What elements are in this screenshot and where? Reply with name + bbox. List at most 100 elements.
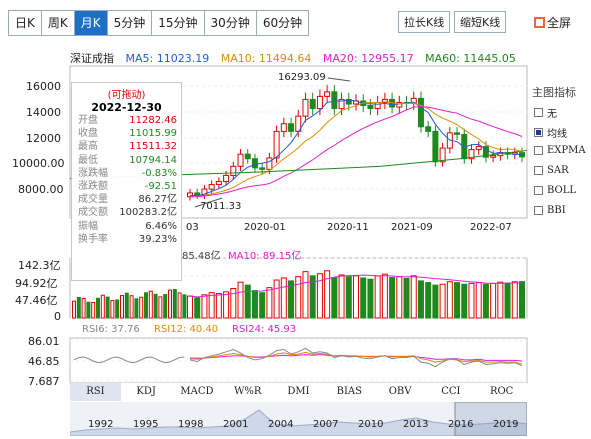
checkbox[interactable]	[534, 206, 543, 215]
main-indicator-option[interactable]: BBI	[534, 205, 566, 216]
checkbox[interactable]	[534, 146, 543, 155]
rsi6-line	[189, 347, 523, 368]
info-label: 换手率	[78, 233, 108, 245]
navigator-year-label: 2004	[268, 419, 294, 430]
volume-bar	[396, 276, 403, 319]
indicator-tab[interactable]: OBV	[388, 386, 412, 397]
volume-bar	[338, 274, 345, 319]
volume-bar	[475, 282, 482, 319]
volume-bar	[316, 273, 323, 319]
navigator-year-label: 1995	[133, 419, 159, 430]
period-tab[interactable]: 5分钟	[107, 11, 153, 35]
volume-bar	[208, 292, 215, 319]
volume-bar	[439, 283, 446, 319]
y-tick-label: 7.687	[28, 375, 60, 388]
shrink-kline-button[interactable]: 缩短K线	[454, 11, 507, 33]
volume-bar	[76, 296, 81, 319]
y-tick-label: 12000	[26, 132, 61, 145]
indicator-tab[interactable]: KDJ	[136, 386, 156, 397]
indicator-tab[interactable]: DMI	[287, 386, 310, 397]
volume-bar	[353, 275, 359, 319]
volume-bar	[360, 277, 367, 319]
candle-body	[468, 149, 475, 160]
info-row: 涨跌额 -92.51	[72, 180, 181, 193]
info-label: 收盘	[78, 128, 98, 140]
x-tick-label: 2020-01	[244, 222, 286, 233]
option-label: SAR	[547, 165, 569, 176]
rsi6-label: RSI6: 37.76	[82, 324, 140, 335]
volume-bar	[86, 301, 91, 319]
volume-bar	[425, 282, 432, 319]
volume-bar	[187, 295, 193, 319]
volume-bar	[158, 296, 163, 319]
candle-body	[215, 181, 222, 186]
kline-info-box[interactable]: (可拖动) 2022-12-30 开盘 11282.46 收盘 11015.99 最高 1…	[71, 82, 182, 281]
volume-bar	[129, 295, 134, 319]
info-label: 成交量	[78, 194, 108, 206]
volume-bar	[280, 277, 287, 319]
main-indicator-option[interactable]: BOLL	[534, 185, 576, 196]
volume-bar	[237, 281, 244, 319]
candle-body	[244, 153, 251, 160]
stretch-kline-button[interactable]: 拉长K线	[398, 11, 451, 33]
indicator-tab[interactable]: W%R	[234, 386, 262, 397]
indicator-tab[interactable]: RSI	[70, 383, 121, 401]
candle-body	[454, 132, 461, 135]
info-row: 收盘 11015.99	[72, 127, 181, 140]
fullscreen-button[interactable]: 全屏	[534, 14, 571, 31]
period-tab[interactable]: 周K	[41, 11, 75, 35]
volume-bar	[331, 277, 338, 319]
candle-body	[288, 123, 295, 132]
checkbox[interactable]	[534, 186, 543, 195]
volume-bar	[403, 277, 410, 319]
main-indicator-option[interactable]: 无	[534, 105, 557, 120]
candle-body	[208, 184, 215, 190]
high-arrow	[327, 77, 351, 82]
indicator-tab[interactable]: ROC	[489, 386, 514, 397]
checkbox[interactable]	[534, 108, 543, 117]
indicator-tab[interactable]: MACD	[180, 386, 214, 397]
main-indicator-option[interactable]: 均线	[534, 125, 567, 140]
navigator-year-label: 2010	[358, 419, 384, 430]
info-row: 最低 10794.14	[72, 154, 181, 167]
navigator-selection[interactable]	[454, 402, 527, 436]
volume-bar	[381, 273, 388, 319]
volume-bar	[497, 281, 504, 319]
draggable-hint: (可拖动)	[107, 90, 146, 101]
volume-bar	[81, 298, 86, 319]
checkbox[interactable]	[534, 128, 543, 137]
info-value: 6.46%	[145, 220, 177, 232]
period-tab[interactable]: 15分钟	[152, 11, 205, 35]
candle-body	[223, 174, 230, 183]
period-tab[interactable]: 30分钟	[204, 11, 257, 35]
volume-bar	[168, 289, 172, 319]
volume-bar	[91, 301, 96, 319]
volume-bar	[144, 292, 148, 319]
candle-body	[230, 165, 237, 176]
volume-bar	[251, 290, 258, 319]
volume-bar	[194, 297, 201, 319]
period-tab[interactable]: 60分钟	[256, 11, 309, 35]
period-tab[interactable]: 日K	[9, 11, 42, 35]
navigator-year-label: 2016	[448, 419, 474, 430]
x-tick-label: 03	[186, 222, 199, 233]
checkbox[interactable]	[534, 166, 543, 175]
info-row: 换手率 39.23%	[72, 233, 181, 246]
volume-bar	[215, 293, 222, 319]
y-tick-label: 47.46亿	[15, 294, 58, 307]
navigator-year-label: 2013	[403, 419, 429, 430]
main-indicator-option[interactable]: EXPMA	[534, 145, 586, 156]
candle-body	[251, 158, 258, 169]
indicator-tab[interactable]: BIAS	[336, 386, 362, 397]
period-tab[interactable]: 月K	[74, 11, 108, 35]
volume-bar	[230, 287, 237, 319]
candle-body	[381, 98, 388, 103]
candle-body	[280, 123, 287, 132]
candle-body	[425, 126, 432, 132]
volume-bar	[139, 296, 144, 319]
info-label: 涨跌额	[78, 180, 108, 192]
main-indicator-option[interactable]: SAR	[534, 165, 569, 176]
volume-bar	[182, 294, 187, 319]
indicator-tab[interactable]: CCI	[441, 386, 461, 397]
